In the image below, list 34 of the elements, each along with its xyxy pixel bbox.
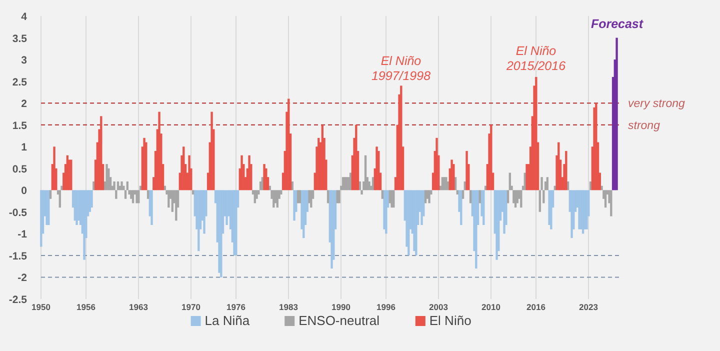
annotation: El Niño 1997/1998: [371, 54, 431, 83]
x-tick-label: 1996: [376, 302, 396, 312]
y-tick-label: 3: [21, 54, 28, 67]
y-tick-label: 0.5: [12, 163, 28, 176]
x-tick-label: 2016: [526, 302, 546, 312]
y-tick-label: -1: [18, 228, 28, 241]
x-tick-label: 1956: [76, 302, 96, 312]
x-tick-label: 1963: [129, 302, 148, 312]
y-tick-label: 0: [21, 185, 28, 198]
legend-label: El Niño: [429, 313, 472, 328]
y-tick-label: -0.5: [8, 206, 28, 219]
y-tick-label: 2: [21, 98, 28, 110]
y-tick-label: -2: [18, 272, 28, 284]
x-tick-label: 1950: [32, 302, 51, 312]
y-tick-label: -2.5: [8, 294, 28, 306]
y-tick-label: 3.5: [12, 32, 28, 45]
x-tick-label: 2003: [429, 302, 448, 312]
y-tick-label: 1: [21, 142, 28, 154]
ref-line-label: very strong: [628, 98, 686, 110]
y-tick-label: -1.5: [8, 250, 28, 262]
legend-label: La Niña: [204, 313, 250, 328]
ref-line-label: strong: [628, 120, 661, 132]
x-tick-label: 1983: [279, 302, 298, 312]
x-tick-label: 2023: [579, 302, 598, 312]
x-tick-label: 1976: [226, 302, 246, 312]
x-tick-label: 1990: [332, 302, 351, 312]
y-tick-label: 1.5: [12, 120, 28, 132]
x-tick-label: 1970: [182, 302, 201, 312]
legend-label: ENSO-neutral: [298, 313, 380, 328]
y-tick-label: 2.5: [12, 76, 28, 88]
annotation: Forecast: [590, 17, 644, 31]
annotation: El Niño 2015/2016: [505, 44, 566, 73]
x-tick-label: 2010: [482, 302, 501, 312]
y-tick-label: 4: [21, 11, 28, 23]
